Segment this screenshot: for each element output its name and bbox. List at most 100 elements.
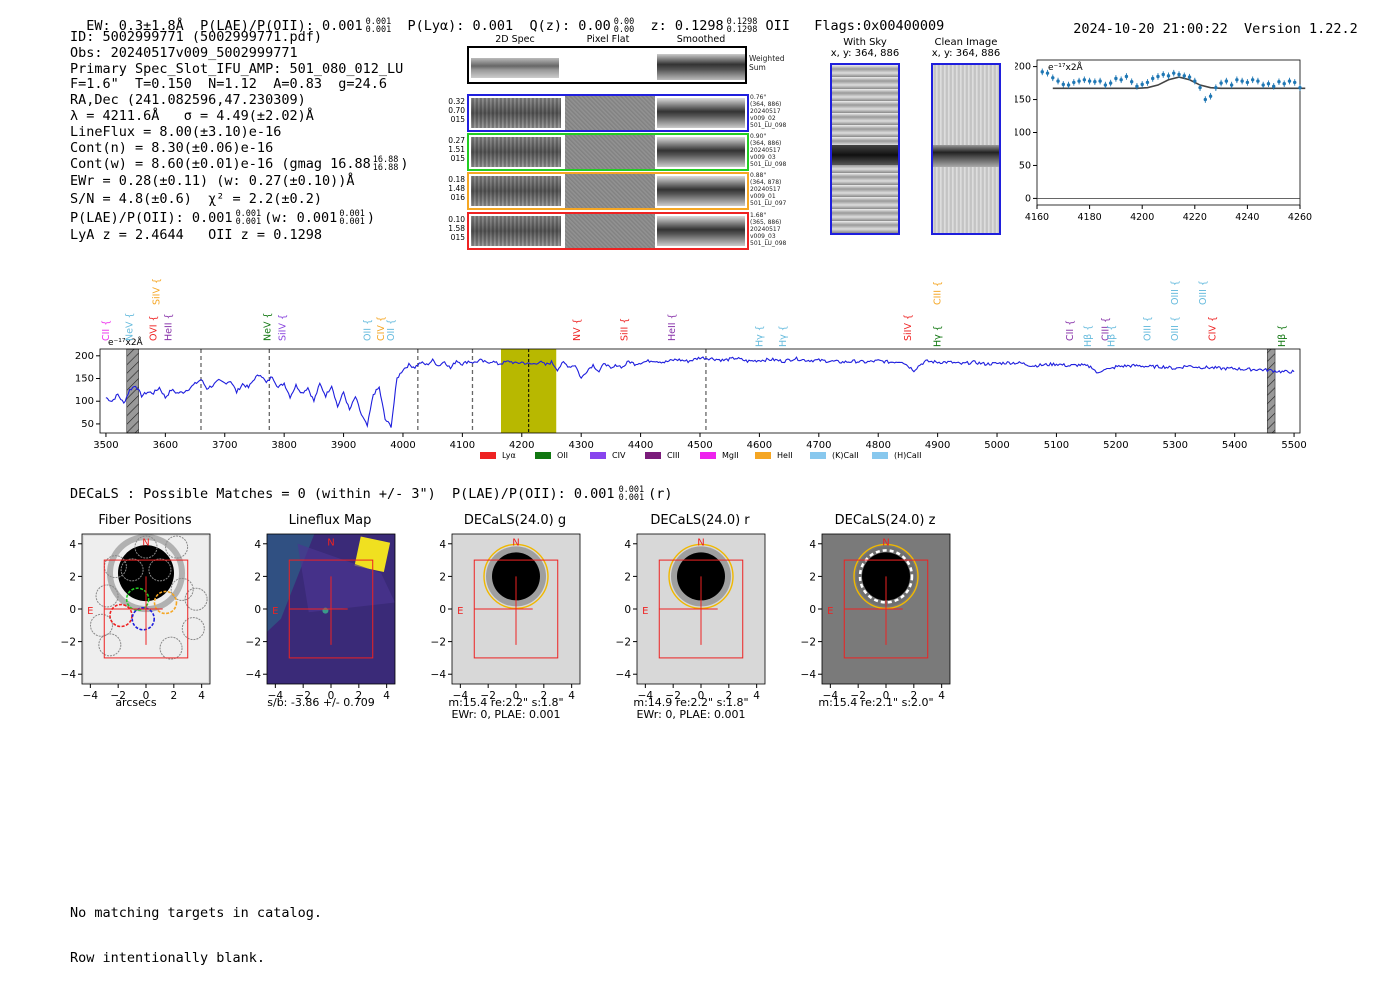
- spectrum-xtick-label: 5400: [1222, 440, 1247, 451]
- stamp-ytick-label: −4: [801, 669, 817, 681]
- zoom-point: [1256, 79, 1260, 83]
- legend-swatch: [755, 452, 771, 459]
- stamp-xtick-label: 4: [938, 690, 945, 702]
- spectrum-xtick-label: 5500: [1281, 440, 1306, 451]
- stamp-ytick-label: 4: [809, 539, 816, 551]
- cutout-row-0: [467, 94, 749, 132]
- with-sky-title: With Sky: [843, 37, 887, 48]
- stamp-caption-line: EWr: 0, PLAE: 0.001: [636, 708, 746, 721]
- stamp-caption-3: m:14.9 re:2.2" s:1.8" EWr: 0, PLAE: 0.001: [611, 697, 771, 721]
- zoom-point: [1124, 74, 1129, 79]
- cutout-right-label: 501_LU_098: [750, 122, 787, 129]
- stamp-fiber: [98, 633, 122, 657]
- spectrum-xtick-label: 4600: [747, 440, 772, 451]
- spectrum-line-label: NV {: [572, 318, 583, 341]
- spectrum-line-label: CIII {: [933, 281, 944, 305]
- cutout-right-labels-3: 1.68" (365, 886) 20240517 v009_03 501_LU_098: [750, 212, 786, 247]
- info-gmag-lo: 16.88: [372, 163, 399, 174]
- zoom-point: [1177, 72, 1181, 77]
- zoom-unit-label: e⁻¹⁷x2Å: [1048, 61, 1084, 73]
- stamp-ytick-label: 4: [69, 539, 76, 551]
- info-radec: RA,Dec (241.082596,47.230309): [70, 92, 306, 109]
- header-plae-lo: 0.001: [365, 25, 392, 35]
- spectrum-xtick-label: 4900: [925, 440, 950, 451]
- zoom-point: [1114, 76, 1118, 81]
- cutout-right-labels-1: 0.90" (364, 886) 20240517 v009_03 501_LU_098: [750, 133, 786, 168]
- stamp-ytick-label: 4: [439, 539, 446, 551]
- zoom-xtick-label: 4240: [1235, 212, 1259, 223]
- stamp-fiber: [184, 587, 208, 611]
- spectrum-xtick-label: 4800: [865, 440, 890, 451]
- stamp-ytick-label: −2: [61, 637, 76, 649]
- stamp-north-label: N: [882, 537, 889, 548]
- spectrum-xtick-label: 3800: [271, 440, 296, 451]
- stamp-ytick-label: 2: [439, 571, 446, 583]
- zoom-point: [1187, 75, 1192, 79]
- header-plae: P(LAE)/P(OII): 0.001: [200, 18, 363, 34]
- cutout-left-label: 0.32: [448, 97, 465, 106]
- info-lambda: λ = 4211.6Å σ = 4.49(±2.02)Å: [70, 107, 314, 124]
- stamp-title-1: Lineflux Map: [288, 513, 372, 528]
- info-ewr: EWr = 0.28(±0.11) (w: 0.27(±0.10))Å: [70, 173, 355, 190]
- zoom-frame: [1036, 59, 1301, 206]
- stamp-ytick-label: −4: [246, 669, 262, 681]
- zoom-point: [1250, 78, 1255, 82]
- spectrum-xtick-label: 4100: [450, 440, 475, 451]
- cutout-right-label: 501_LU_098: [750, 161, 787, 168]
- cutout-left-labels-0: 0.32 0.70 015: [439, 97, 465, 124]
- stamp-caption-4: m:15.4 re:2.1" s:2.0": [796, 697, 956, 709]
- stamp-xtick-label: 4: [383, 690, 390, 702]
- stamp-fiber: [165, 535, 189, 559]
- info-plae-lo: 0.001: [235, 217, 262, 228]
- cutout-right-labels-0: 0.76" (364, 886) 20240517 v009_02 501_LU_098: [750, 94, 786, 129]
- zoom-point: [1208, 94, 1213, 98]
- weighted-2d: [471, 58, 559, 78]
- stamp-aperture: [103, 559, 189, 659]
- stamp-ytick-label: 2: [624, 571, 631, 583]
- zoom-xtick-label: 4160: [1025, 212, 1049, 223]
- decals-summary-band: (r): [648, 486, 673, 502]
- col-title-2dspec: 2D Spec: [495, 34, 535, 45]
- stamp-ytick-label: 0: [809, 604, 816, 616]
- stamp-xtick-label: −4: [83, 690, 99, 702]
- footer: No matching targets in catalog. Row inte…: [70, 876, 322, 981]
- spectrum-xtick-label: 4700: [806, 440, 831, 451]
- cutout-smoothed-3: [657, 216, 745, 246]
- weighted-sum-frame: [467, 46, 747, 84]
- cutout-2dspec-1: [471, 137, 561, 167]
- legend-swatch: [872, 452, 888, 459]
- header-z-line: OII: [765, 18, 790, 34]
- zoom-point: [1261, 83, 1265, 87]
- spectrum-ytick-label: 100: [75, 396, 94, 407]
- stamp-xtick-label: 4: [753, 690, 760, 702]
- spectrum-line-label: CII {: [1065, 320, 1076, 341]
- spectrum-xtick-label: 5100: [1044, 440, 1069, 451]
- cutout-smoothed-2: [657, 176, 745, 206]
- zoom-point: [1298, 85, 1302, 90]
- stamp-ytick-label: 2: [69, 571, 76, 583]
- stamp-fiber-selected: [153, 590, 178, 615]
- stamp-xtick-label: 0: [883, 690, 890, 702]
- cutout-right-label: 20240517: [750, 186, 781, 193]
- zoom-ytick-label: 200: [1015, 62, 1031, 73]
- cutout-right-label: 501_LU_098: [750, 240, 787, 247]
- footer-line2: Row intentionally blank.: [70, 950, 266, 966]
- zoom-point: [1266, 82, 1271, 86]
- zoom-point: [1272, 84, 1276, 89]
- legend-label: (H)CaII: [894, 451, 921, 460]
- header-plae-hi: 0.001: [365, 17, 392, 27]
- legend-label: CIII: [667, 451, 680, 460]
- header-right: 2024-10-20 21:00:22 Version 1.22.2: [1057, 5, 1358, 37]
- cutout-left-label: 0.70: [448, 106, 465, 115]
- info-fiber: F=1.6" T=0.150 N=1.12 A=0.83 g=24.6: [70, 76, 387, 93]
- cutout-right-label: (364, 886): [750, 140, 782, 147]
- stamp-xtick-label: 0: [513, 690, 520, 702]
- stamp-ytick-label: −2: [431, 637, 446, 649]
- spectrum-line-label: CIV {: [1208, 316, 1219, 341]
- zoom-xtick-label: 4200: [1130, 212, 1154, 223]
- header-ew: EW: 0.3±1.8Å: [86, 18, 184, 34]
- cutout-right-label: v009_03: [750, 154, 776, 161]
- legend-label: HeII: [777, 451, 793, 460]
- cutout-right-label: 0.90": [750, 133, 767, 140]
- info-gmag-hi: 16.88: [372, 155, 399, 166]
